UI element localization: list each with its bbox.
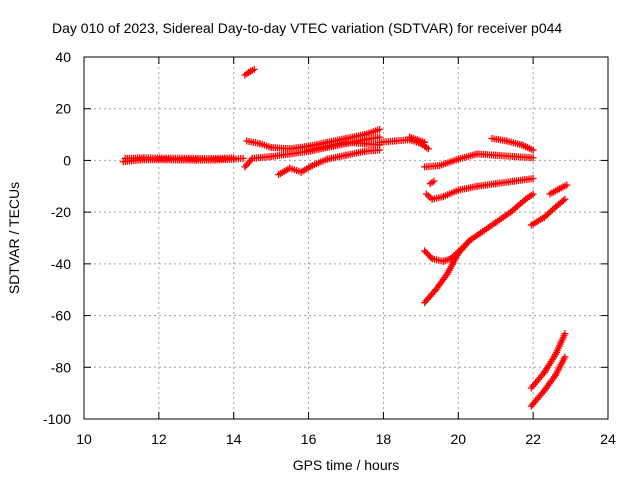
x-tick-label: 16 bbox=[301, 431, 317, 447]
x-tick-label: 18 bbox=[376, 431, 392, 447]
data-point bbox=[424, 250, 432, 258]
data-point bbox=[239, 154, 247, 162]
data-point bbox=[561, 195, 569, 203]
plot-frame bbox=[83, 56, 609, 420]
x-tick-label: 20 bbox=[450, 431, 466, 447]
x-tick-label: 10 bbox=[76, 431, 92, 447]
y-tick-label: -60 bbox=[51, 308, 71, 324]
data-point bbox=[424, 145, 432, 153]
data-point bbox=[427, 253, 435, 261]
y-tick-label: -80 bbox=[51, 359, 71, 375]
y-axis-ticks: -100 -80 -60 -40 -20 0 20 40 bbox=[43, 49, 608, 427]
data-point bbox=[422, 248, 430, 256]
data-point bbox=[529, 175, 537, 183]
grid bbox=[84, 57, 608, 419]
data-point bbox=[559, 197, 567, 205]
data-point bbox=[520, 197, 528, 205]
data-point bbox=[529, 190, 537, 198]
data-point bbox=[230, 154, 238, 162]
data-point bbox=[529, 146, 537, 154]
data-point bbox=[250, 65, 258, 73]
x-tick-label: 24 bbox=[600, 431, 616, 447]
data-point bbox=[376, 125, 384, 133]
data-point bbox=[529, 154, 537, 162]
data-point bbox=[425, 252, 433, 260]
data-point bbox=[421, 138, 429, 146]
x-axis-label: GPS time / hours bbox=[293, 457, 400, 473]
x-axis-ticks: 10 12 14 16 18 20 22 24 bbox=[76, 57, 616, 447]
data-point bbox=[421, 247, 429, 255]
y-axis-label: SDTVAR / TECUs bbox=[6, 182, 22, 294]
x-tick-label: 12 bbox=[151, 431, 167, 447]
y-tick-label: -100 bbox=[43, 411, 71, 427]
x-tick-label: 14 bbox=[226, 431, 242, 447]
data-point bbox=[561, 330, 569, 338]
y-tick-label: 40 bbox=[55, 49, 71, 65]
y-tick-label: -40 bbox=[51, 256, 71, 272]
data-points bbox=[119, 65, 571, 410]
x-tick-label: 22 bbox=[525, 431, 541, 447]
y-tick-label: 0 bbox=[63, 152, 71, 168]
y-tick-label: -20 bbox=[51, 204, 71, 220]
data-point bbox=[430, 177, 438, 185]
data-point bbox=[563, 181, 571, 189]
chart-title: Day 010 of 2023, Sidereal Day-to-day VTE… bbox=[52, 20, 562, 36]
data-point bbox=[561, 353, 569, 361]
y-tick-label: 20 bbox=[55, 101, 71, 117]
